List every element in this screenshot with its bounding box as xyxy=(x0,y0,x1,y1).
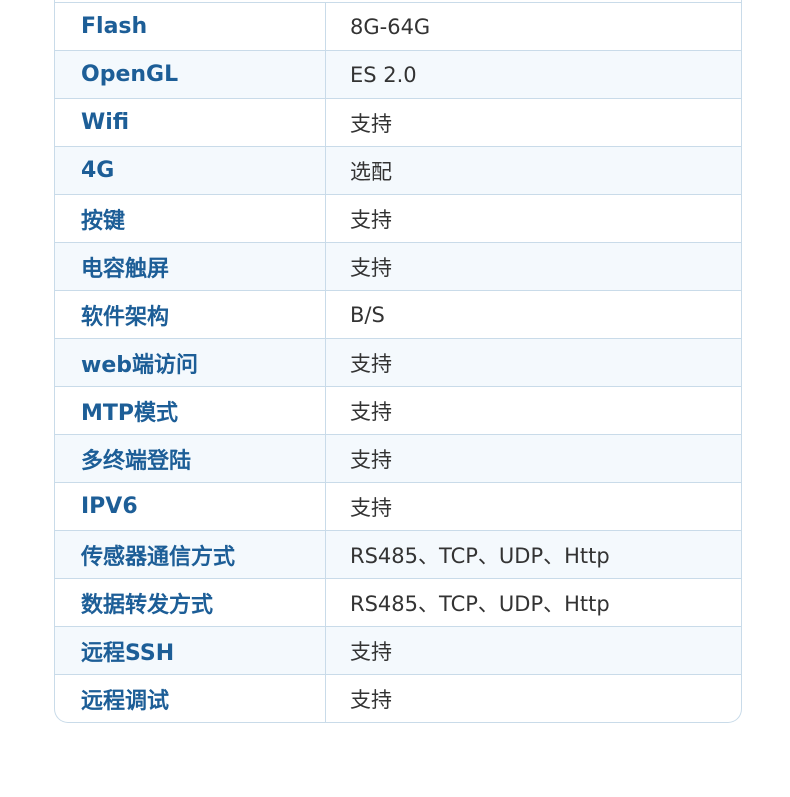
spec-value: RS485、TCP、UDP、Http xyxy=(350,543,610,568)
spec-value: 支持 xyxy=(350,639,392,664)
spec-label: 远程SSH xyxy=(55,627,326,674)
spec-label: 4G xyxy=(55,147,326,194)
table-row: MTP模式 支持 xyxy=(55,386,741,434)
table-row: web端访问 支持 xyxy=(55,338,741,386)
table-row: OpenGL ES 2.0 xyxy=(55,50,741,98)
spec-value: 8G-64G xyxy=(350,14,431,39)
spec-value: 支持 xyxy=(350,399,392,424)
table-row: Wifi 支持 xyxy=(55,98,741,146)
spec-label: Wifi xyxy=(55,99,326,146)
table-row: 按键 支持 xyxy=(55,194,741,242)
spec-label: 按键 xyxy=(55,195,326,242)
spec-label: 远程调试 xyxy=(55,675,326,722)
spec-value: 支持 xyxy=(350,207,392,232)
spec-value: 支持 xyxy=(350,255,392,280)
table-row: 数据转发方式 RS485、TCP、UDP、Http xyxy=(55,578,741,626)
spec-value: ES 2.0 xyxy=(350,62,417,87)
spec-value: 支持 xyxy=(350,495,392,520)
spec-table: Flash 8G-64G OpenGL ES 2.0 Wifi 支持 4G 选配 按键 支持 电容触… xyxy=(54,0,742,723)
table-row: 传感器通信方式 RS485、TCP、UDP、Http xyxy=(55,530,741,578)
spec-label: 多终端登陆 xyxy=(55,435,326,482)
table-row: 4G 选配 xyxy=(55,146,741,194)
spec-label: MTP模式 xyxy=(55,387,326,434)
table-row: IPV6 支持 xyxy=(55,482,741,530)
spec-value: 支持 xyxy=(350,447,392,472)
spec-label: web端访问 xyxy=(55,339,326,386)
spec-value: 选配 xyxy=(350,159,392,184)
table-row: Flash 8G-64G xyxy=(55,2,741,50)
spec-label: 软件架构 xyxy=(55,291,326,338)
table-row: 电容触屏 支持 xyxy=(55,242,741,290)
table-row: 远程SSH 支持 xyxy=(55,626,741,674)
spec-value: 支持 xyxy=(350,351,392,376)
spec-label: IPV6 xyxy=(55,483,326,530)
table-row: 多终端登陆 支持 xyxy=(55,434,741,482)
table-row: 软件架构 B/S xyxy=(55,290,741,338)
spec-label: 传感器通信方式 xyxy=(55,531,326,578)
spec-label: Flash xyxy=(55,3,326,50)
spec-value: RS485、TCP、UDP、Http xyxy=(350,591,610,616)
spec-label: 数据转发方式 xyxy=(55,579,326,626)
spec-value: 支持 xyxy=(350,687,392,712)
spec-value: B/S xyxy=(350,302,385,327)
spec-label: OpenGL xyxy=(55,51,326,98)
table-row: 远程调试 支持 xyxy=(55,674,741,722)
spec-value: 支持 xyxy=(350,111,392,136)
spec-label: 电容触屏 xyxy=(55,243,326,290)
